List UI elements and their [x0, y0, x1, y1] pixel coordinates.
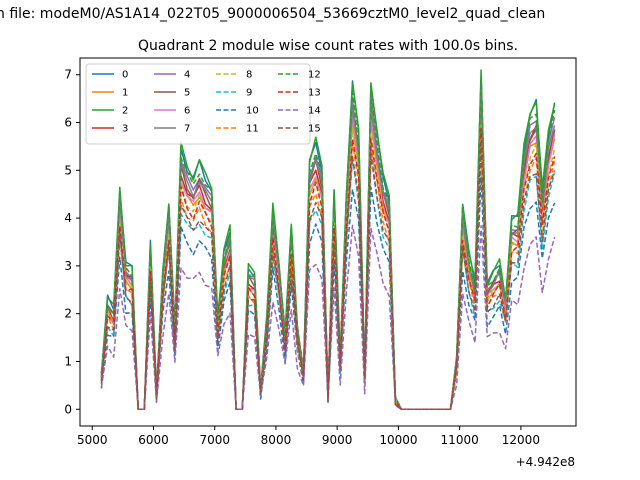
- legend-label-11: 11: [246, 124, 259, 135]
- x-axis: 5000 6000 7000 8000 9000 10000 11000 12000: [77, 426, 540, 447]
- legend-label-9: 9: [246, 88, 252, 99]
- legend-label-1: 1: [122, 88, 128, 99]
- file-title: n file: modeM0/AS1A14_022T05_9000006504_…: [0, 6, 545, 22]
- x-tick-label-3: 8000: [261, 433, 292, 447]
- y-tick-label-7: 7: [64, 68, 72, 82]
- legend-label-6: 6: [184, 106, 190, 117]
- y-tick-label-6: 6: [64, 116, 72, 130]
- chart-title: Quadrant 2 module wise count rates with …: [138, 38, 518, 54]
- legend-label-3: 3: [122, 124, 128, 135]
- y-tick-label-3: 3: [64, 259, 72, 273]
- legend-label-10: 10: [246, 106, 259, 117]
- legend-label-14: 14: [308, 106, 321, 117]
- x-tick-label-7: 12000: [502, 433, 540, 447]
- y-tick-label-4: 4: [64, 211, 72, 225]
- plot-area: [79, 57, 577, 427]
- legend-box: [85, 63, 311, 145]
- y-tick-label-1: 1: [64, 354, 72, 368]
- plot-frame: [79, 57, 577, 427]
- x-tick-label-0: 5000: [77, 433, 108, 447]
- x-tick-label-5: 10000: [379, 433, 417, 447]
- x-tick-label-6: 11000: [441, 433, 479, 447]
- y-tick-label-2: 2: [64, 307, 72, 321]
- x-tick-label-2: 7000: [199, 433, 230, 447]
- series-line-15: [100, 142, 556, 411]
- x-tick-label-4: 9000: [322, 433, 353, 447]
- legend-label-0: 0: [122, 70, 128, 81]
- y-axis: 0 1 2 3 4 5 6 7: [64, 68, 80, 416]
- legend-label-15: 15: [308, 124, 321, 135]
- legend-label-12: 12: [308, 70, 321, 81]
- legend-label-5: 5: [184, 88, 190, 99]
- legend-label-13: 13: [308, 88, 321, 99]
- series-layer: [100, 69, 556, 411]
- x-offset-label: +4.942e8: [516, 455, 575, 469]
- y-tick-label-5: 5: [64, 163, 72, 177]
- legend-label-4: 4: [184, 70, 190, 81]
- y-tick-label-0: 0: [64, 402, 72, 416]
- x-tick-label-1: 6000: [138, 433, 169, 447]
- legend-label-7: 7: [184, 124, 190, 135]
- legend-label-2: 2: [122, 106, 128, 117]
- legend-label-8: 8: [246, 70, 252, 81]
